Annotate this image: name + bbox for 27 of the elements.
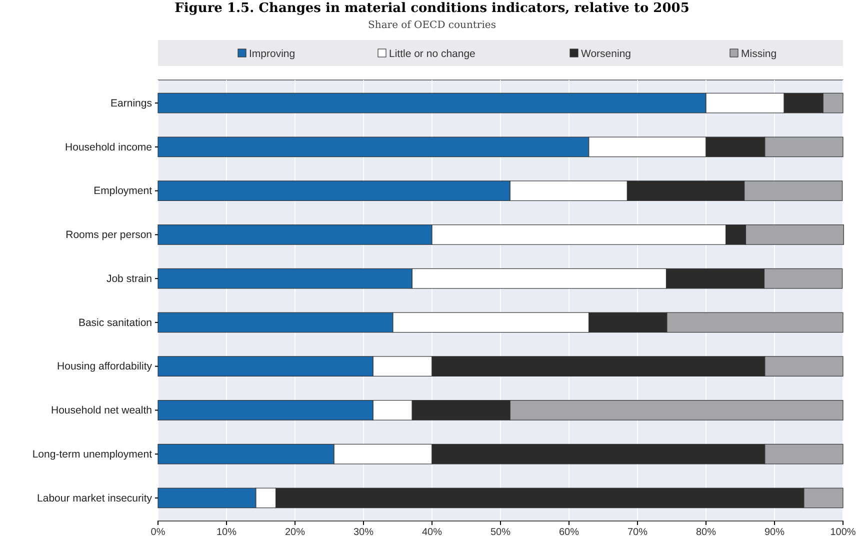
legend-label: Little or no change [389, 48, 476, 60]
y-tick-label: Job strain [106, 272, 152, 285]
legend-label: Worsening [581, 48, 632, 60]
x-tick-label: 60% [558, 527, 580, 538]
y-tick-label: Employment [94, 185, 152, 198]
x-tick-label: 0% [150, 527, 166, 538]
chart-title: Figure 1.5. Changes in material conditions indicators, relative to 2005 [174, 1, 690, 16]
y-tick-label: Household income [65, 141, 152, 154]
y-tick-label: Rooms per person [66, 229, 152, 242]
legend-label: Improving [249, 48, 296, 60]
x-tick-label: 70% [627, 527, 648, 538]
x-tick-label: 30% [353, 527, 374, 538]
x-tick-label: 100% [830, 527, 856, 538]
x-tick-label: 80% [696, 527, 716, 538]
y-tick-label: Labour market insecurity [37, 492, 153, 504]
x-tick-label: 10% [216, 527, 237, 538]
x-tick-label: 50% [490, 527, 511, 538]
y-tick-label: Basic sanitation [78, 316, 152, 329]
chart-subtitle: Share of OECD countries [368, 20, 496, 31]
y-tick-label: Household net wealth [51, 404, 152, 417]
y-tick-label: Housing affordability [57, 360, 153, 373]
x-tick-label: 20% [284, 527, 306, 538]
y-tick-label: Earnings [110, 97, 152, 110]
legend-label: Missing [741, 48, 777, 60]
x-tick-label: 40% [422, 527, 442, 538]
y-tick-label: Long-term unemployment [32, 448, 152, 460]
x-tick-label: 90% [764, 527, 785, 538]
